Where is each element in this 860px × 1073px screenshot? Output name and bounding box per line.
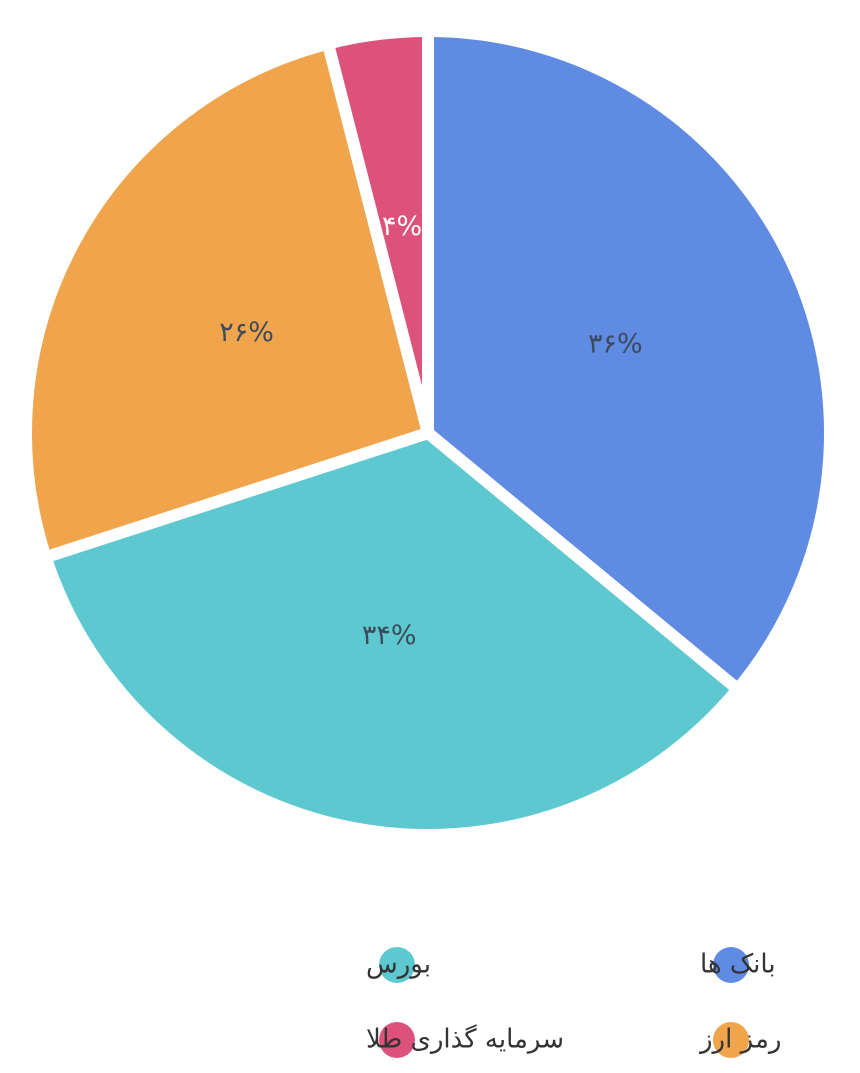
legend-label[interactable]: بانک ها — [700, 950, 776, 980]
legend-label[interactable]: سرمایه گذاری طلا — [366, 1024, 564, 1055]
legend-swatch[interactable] — [379, 947, 415, 983]
legend-swatch[interactable] — [713, 1022, 749, 1058]
pie-slice — [20, 37, 434, 564]
legend-swatch[interactable] — [379, 1022, 415, 1058]
slice-label: ۳۴% — [362, 620, 417, 651]
legend-swatch[interactable] — [713, 947, 749, 983]
pie-slice — [422, 25, 836, 696]
legend-label[interactable]: رمز ارز — [698, 1025, 781, 1055]
slice-label: ۳۶% — [588, 328, 643, 359]
pie-slice — [322, 25, 434, 439]
pie-slice — [39, 427, 744, 841]
slice-label: ۲۶% — [219, 317, 274, 348]
slice-label: ۴% — [382, 211, 422, 242]
legend-label[interactable]: بورس — [366, 950, 431, 980]
